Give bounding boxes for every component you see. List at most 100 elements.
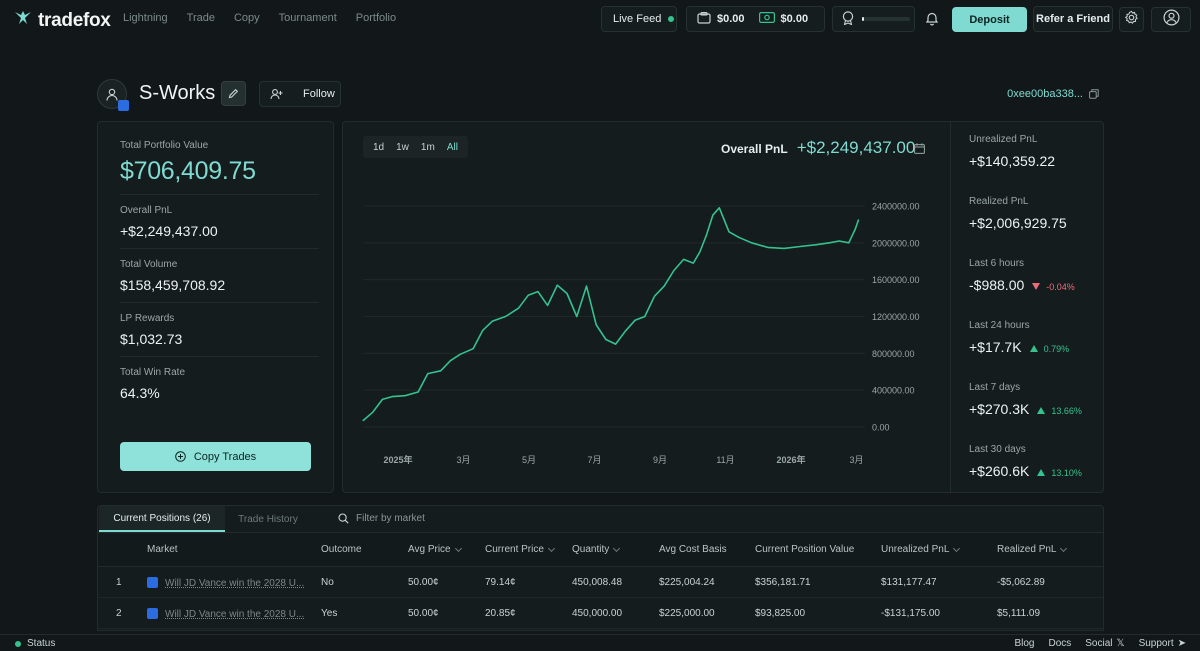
range-1m[interactable]: 1m <box>420 141 435 153</box>
logo[interactable]: tradefox <box>14 9 111 32</box>
nav-item-trade[interactable]: Trade <box>186 12 215 24</box>
level-progress-bar <box>862 17 910 21</box>
data-point <box>556 284 558 286</box>
column-outcome[interactable]: Outcome <box>321 544 362 555</box>
unrealized-pnl-stat: Unrealized PnL +$140,359.22 <box>969 134 1055 169</box>
copy-icon[interactable] <box>1089 89 1099 99</box>
level-box[interactable] <box>832 6 915 32</box>
tab-trade-history[interactable]: Trade History <box>238 513 298 525</box>
data-point <box>692 262 694 264</box>
data-point <box>705 234 707 237</box>
data-point <box>427 372 429 375</box>
calendar-icon[interactable] <box>914 141 925 159</box>
footer-link-support[interactable]: Support ➤ <box>1139 638 1186 649</box>
market-link[interactable]: Will JD Vance win the 2028 U... <box>165 609 305 620</box>
data-point <box>517 307 520 309</box>
balances-box[interactable]: $0.00 $0.00 <box>686 6 825 32</box>
data-point <box>585 285 588 287</box>
row-current-price: 79.14¢ <box>485 577 516 588</box>
refer-friend-button[interactable]: Refer a Friend <box>1033 6 1113 32</box>
nav-item-tournament[interactable]: Tournament <box>278 12 337 24</box>
positions-tabs: Current Positions (26) Trade History Fil… <box>98 506 1103 532</box>
market-filter[interactable]: Filter by market <box>338 513 425 524</box>
total-portfolio-stat: Total Portfolio Value $706,409.75 <box>120 140 319 186</box>
row-avg-cost-basis: $225,004.24 <box>659 577 715 588</box>
row-market[interactable]: Will JD Vance win the 2028 U... <box>147 608 304 620</box>
data-point <box>595 324 597 326</box>
follow-button[interactable]: Follow <box>259 81 341 107</box>
row-market[interactable]: Will JD Vance win the 2028 U... <box>147 577 304 589</box>
column-avg-price[interactable]: Avg Price <box>408 544 462 555</box>
column-market[interactable]: Market <box>147 544 178 555</box>
nav-item-copy[interactable]: Copy <box>233 12 260 24</box>
column-current-price[interactable]: Current Price <box>485 544 555 555</box>
row-index: 2 <box>116 608 122 619</box>
tab-current-positions[interactable]: Current Positions (26) <box>99 506 225 532</box>
footer-link-blog[interactable]: Blog <box>1014 638 1035 649</box>
live-feed-button[interactable]: Live Feed <box>601 6 677 32</box>
range-1d[interactable]: 1d <box>373 141 385 153</box>
range-all[interactable]: All <box>446 141 458 153</box>
data-point <box>372 411 374 413</box>
column-outcome-label: Outcome <box>321 544 362 555</box>
wallet-address-text: 0xee00ba338... <box>1007 88 1083 100</box>
column-position-value[interactable]: Current Position Value <box>755 544 854 555</box>
chain-badge-icon <box>118 100 129 111</box>
data-point <box>472 348 474 350</box>
settings-button[interactable] <box>1119 7 1144 32</box>
total-volume-label: Total Volume <box>120 259 178 270</box>
wallet-address[interactable]: 0xee00ba338... <box>1007 88 1099 100</box>
data-point <box>362 419 364 422</box>
x-tick-label: 11月 <box>716 455 734 465</box>
copy-trades-button[interactable]: Copy Trades <box>120 442 311 471</box>
deposit-button[interactable]: Deposit <box>952 7 1027 32</box>
last-6h-change: -0.04% <box>1046 282 1075 292</box>
footer-links: Blog Docs Social 𝕏 Support ➤ <box>1014 638 1186 649</box>
last-7d-value: +$270.3K <box>969 401 1030 417</box>
column-avg-cost-basis[interactable]: Avg Cost Basis <box>659 544 727 555</box>
data-point <box>854 228 856 230</box>
win-rate-value: 64.3% <box>120 385 160 401</box>
row-quantity: 450,008.48 <box>572 577 623 588</box>
data-point <box>699 251 701 253</box>
avatar <box>97 79 129 111</box>
y-tick-label: 1600000.00 <box>872 275 920 285</box>
column-position-value-label: Current Position Value <box>755 544 855 555</box>
search-icon <box>338 513 349 524</box>
column-current-price-label: Current Price <box>485 544 544 555</box>
status-link[interactable]: Status <box>15 638 55 649</box>
notifications-bell-icon[interactable] <box>925 11 939 31</box>
range-1w[interactable]: 1w <box>396 141 409 153</box>
column-quantity[interactable]: Quantity <box>572 544 621 555</box>
footer-link-social[interactable]: Social 𝕏 <box>1085 638 1124 649</box>
footer-link-docs[interactable]: Docs <box>1048 638 1072 649</box>
last-24h-label: Last 24 hours <box>969 320 1030 331</box>
overall-pnl-stat: Overall PnL +$2,249,437.00 <box>120 205 319 239</box>
realized-pnl-label: Realized PnL <box>969 196 1029 207</box>
column-market-label: Market <box>147 544 178 555</box>
x-tick-label: 2026年 <box>776 454 805 465</box>
market-link[interactable]: Will JD Vance win the 2028 U... <box>165 578 305 589</box>
column-realized-pnl[interactable]: Realized PnL <box>997 544 1068 555</box>
account-button[interactable] <box>1151 7 1191 32</box>
chart-pnl-label: Overall PnL <box>721 142 788 156</box>
edit-profile-button[interactable] <box>221 81 246 106</box>
x-tick-label: 7月 <box>587 455 601 465</box>
nav-item-lightning[interactable]: Lightning <box>123 12 168 24</box>
data-point <box>504 315 507 318</box>
data-point <box>728 231 730 233</box>
pnl-series-line <box>362 207 860 422</box>
table-row[interactable]: 2 Will JD Vance win the 2028 U... Yes 50… <box>98 598 1103 629</box>
realized-pnl-value: +$2,006,929.75 <box>969 215 1067 231</box>
nav-item-portfolio[interactable]: Portfolio <box>355 12 397 24</box>
range-selector: 1d 1w 1m All <box>363 136 468 158</box>
data-point <box>391 396 393 398</box>
follow-label: Follow <box>303 88 335 100</box>
lp-rewards-value: $1,032.73 <box>120 331 183 347</box>
table-row[interactable]: 1 Will JD Vance win the 2028 U... No 50.… <box>98 567 1103 598</box>
data-point <box>799 245 801 248</box>
data-point <box>838 240 840 242</box>
unrealized-pnl-value: +$140,359.22 <box>969 153 1056 169</box>
row-position-value: $93,825.00 <box>755 608 806 619</box>
column-unrealized-pnl[interactable]: Unrealized PnL <box>881 544 961 555</box>
